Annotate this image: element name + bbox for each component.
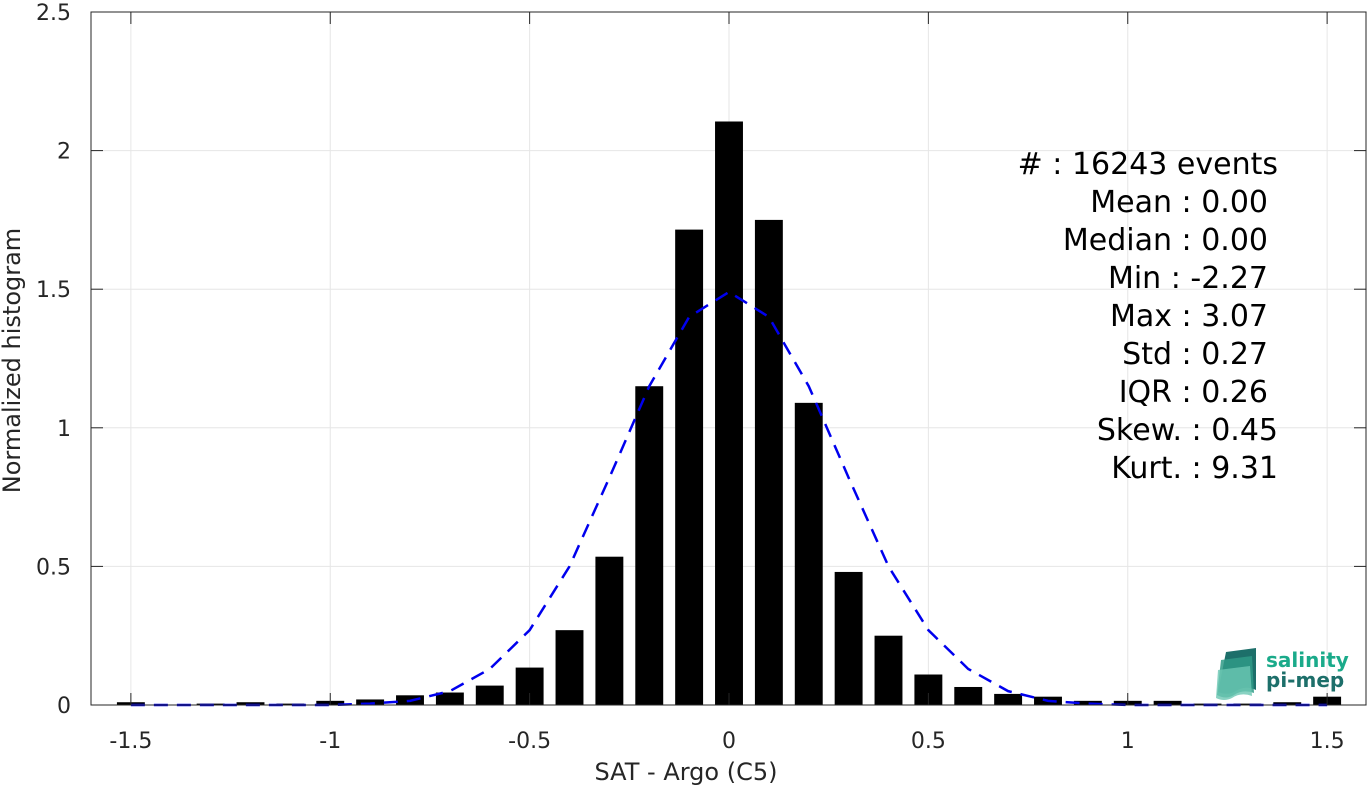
x-tick-label: -1.5	[109, 729, 152, 754]
stat-annotation: Median : 0.00	[1063, 223, 1268, 258]
x-tick-label: 1	[1121, 729, 1135, 754]
histogram-bar	[954, 686, 983, 705]
histogram-bar	[1233, 703, 1262, 705]
y-tick-label: 0.5	[36, 555, 71, 580]
histogram-bar	[236, 702, 265, 705]
stat-annotation: Min : -2.27	[1108, 261, 1268, 296]
y-tick-label: 2.5	[36, 1, 71, 26]
x-tick-label: 0.5	[911, 729, 946, 754]
y-tick-label: 1	[57, 417, 71, 442]
x-axis-label: SAT - Argo (C5)	[595, 758, 778, 786]
x-tick-label: -1	[319, 729, 341, 754]
histogram-bar	[994, 693, 1023, 705]
y-axis-ticks: 0 0.5 1 1.5 2 2.5	[36, 1, 1366, 719]
y-tick-label: 2	[57, 140, 71, 165]
stat-annotation: # : 16243 events	[1018, 147, 1278, 182]
histogram-bar	[675, 229, 704, 706]
y-axis-label: Normalized histogram	[0, 228, 26, 493]
histogram-bar	[1273, 702, 1302, 705]
stat-annotation: Mean : 0.00	[1090, 185, 1268, 220]
histogram-bar	[834, 571, 863, 705]
y-tick-label: 1.5	[36, 278, 71, 303]
salinity-pi-mep-logo: salinity pi-mep	[1216, 648, 1349, 700]
logo-text-salinity: salinity	[1266, 648, 1349, 672]
histogram-bar	[1153, 700, 1182, 705]
y-tick-label: 0	[57, 694, 71, 719]
x-tick-label: 0	[722, 729, 736, 754]
histogram-bar	[595, 556, 624, 705]
x-tick-label: -0.5	[508, 729, 551, 754]
histogram-bar	[635, 386, 664, 705]
histogram-bar	[435, 692, 464, 705]
x-tick-label: 1.5	[1310, 729, 1345, 754]
histogram-bar	[276, 703, 305, 705]
histogram-bar	[555, 630, 584, 705]
stat-annotation: Kurt. : 9.31	[1111, 451, 1278, 486]
stat-annotation: Max : 3.07	[1110, 299, 1268, 334]
histogram-bar	[794, 402, 823, 705]
histogram-bar	[356, 699, 385, 705]
histogram-bar	[1073, 700, 1102, 705]
x-axis-ticks: -1.5 -1 -0.5 0 0.5 1 1.5	[109, 12, 1345, 754]
stat-annotation: Std : 0.27	[1122, 337, 1268, 372]
wave-logo-icon	[1216, 648, 1256, 700]
stat-annotation: IQR : 0.26	[1119, 375, 1268, 410]
histogram-bar	[874, 635, 903, 705]
stat-annotation: Skew. : 0.45	[1097, 413, 1278, 448]
histogram-bar	[754, 219, 783, 705]
histogram-bar	[475, 685, 504, 705]
histogram-bars	[116, 121, 1342, 706]
histogram-bar	[715, 121, 743, 705]
logo-text-pi-mep: pi-mep	[1266, 668, 1344, 692]
